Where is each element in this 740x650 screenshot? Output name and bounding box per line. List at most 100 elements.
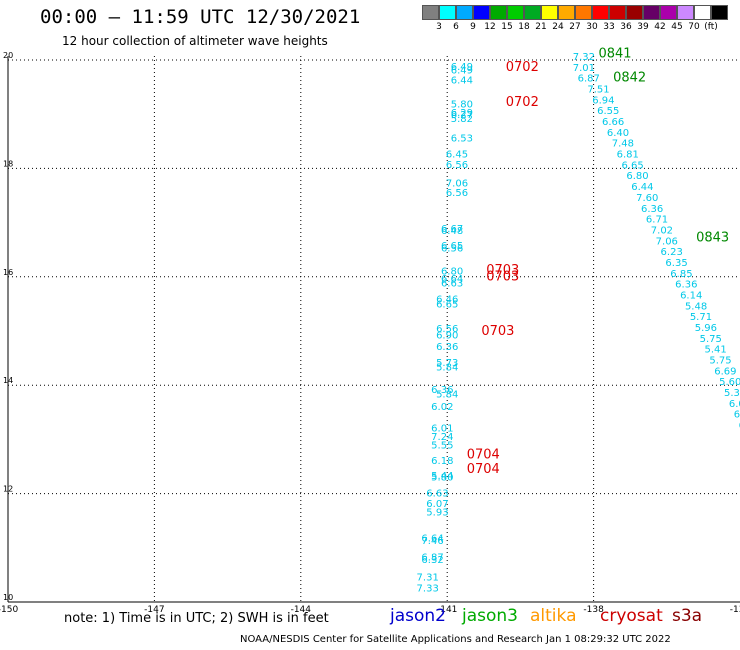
wave-height-point: 6.65 <box>436 300 458 311</box>
wave-height-point: 6.18 <box>431 456 453 467</box>
wave-height-point: 5.80 <box>431 473 453 484</box>
wave-height-point: 6.36 <box>431 385 453 396</box>
color-legend-label: 21 <box>535 22 547 32</box>
wave-height-point: 5.82 <box>451 114 473 125</box>
wave-height-point: 6.56 <box>436 324 458 335</box>
wave-height-point: 6.71 <box>646 215 668 226</box>
wave-height-point: 6.36 <box>641 204 663 215</box>
color-swatch <box>575 5 592 20</box>
pass-time-label: 0703 <box>486 270 519 285</box>
wave-height-point: 5.36 <box>724 388 740 399</box>
wave-height-point: 6.07 <box>426 499 448 510</box>
wave-height-point: 6.81 <box>617 150 639 161</box>
wave-height-point: 6.56 <box>446 188 468 199</box>
wave-height-point: 5.93 <box>426 507 448 518</box>
pass-time-label: 0702 <box>506 60 539 75</box>
wave-height-point: 6.90 <box>436 331 458 342</box>
wave-height-point: 6.19 <box>739 421 740 432</box>
color-swatch <box>626 5 643 20</box>
wave-height-point: 6.01 <box>431 423 453 434</box>
wave-height-point: 5.60 <box>719 377 740 388</box>
legend-jason3: jason3 <box>462 606 518 626</box>
wave-height-point: 5.44 <box>431 471 453 482</box>
color-legend-label: 36 <box>620 22 632 32</box>
color-legend-label: 27 <box>569 22 581 32</box>
wave-height-point: 6.49 <box>451 66 473 77</box>
wave-height-point: 6.67 <box>441 224 463 235</box>
x-tick-label: -150 <box>0 605 18 615</box>
wave-height-point: 6.30 <box>734 410 740 421</box>
wave-height-point: 6.27 <box>451 110 473 121</box>
color-legend-label: 70 <box>688 22 700 32</box>
color-legend-label: 9 <box>470 22 476 32</box>
legend-s3a: s3a <box>672 606 703 626</box>
pass-time-label: 0704 <box>467 462 500 477</box>
color-swatch <box>541 5 558 20</box>
y-tick-label: 20 <box>3 51 13 60</box>
legend-jason2: jason2 <box>390 606 446 626</box>
y-tick-label: 12 <box>3 485 13 494</box>
wave-height-point: 6.40 <box>607 128 629 139</box>
wave-height-point: 6.44 <box>631 182 653 193</box>
wave-height-point: 6.49 <box>451 62 473 73</box>
color-swatch <box>677 5 694 20</box>
color-swatch <box>558 5 575 20</box>
pass-time-label: 0843 <box>696 231 729 246</box>
color-legend-label: 3 <box>436 22 442 32</box>
color-legend-label: 12 <box>484 22 496 32</box>
wave-height-point: 6.69 <box>714 366 736 377</box>
wave-height-point: 6.85 <box>670 269 692 280</box>
color-swatch <box>711 5 728 20</box>
page-title: 00:00 – 11:59 UTC 12/30/2021 <box>40 6 361 28</box>
wave-height-point: 6.36 <box>436 342 458 353</box>
x-tick-label: -135 <box>730 605 740 615</box>
color-legend-label: 18 <box>518 22 530 32</box>
wave-height-point: 5.73 <box>436 358 458 369</box>
wave-height-point: 7.31 <box>417 572 439 583</box>
y-tick-label: 10 <box>3 593 13 602</box>
color-swatch <box>507 5 524 20</box>
color-legend-labels: 3 6 9 12 15 18 21 24 27 30 33 36 39 42 45 70 (ft) <box>422 20 728 34</box>
color-swatch <box>473 5 490 20</box>
wave-height-point: 7.24 <box>431 432 453 443</box>
color-legend-label: 39 <box>637 22 649 32</box>
wave-height-point: 5.75 <box>700 334 722 345</box>
color-swatch <box>660 5 677 20</box>
wave-height-point: 7.06 <box>656 236 678 247</box>
wave-height-point: 6.02 <box>431 402 453 413</box>
wave-height-point: 6.80 <box>441 267 463 278</box>
wave-height-point: 6.64 <box>421 533 443 544</box>
wave-height-point: 6.44 <box>451 75 473 86</box>
color-swatch <box>439 5 456 20</box>
wave-height-point: 6.56 <box>441 243 463 254</box>
wave-height-point: 6.14 <box>680 290 702 301</box>
wave-height-point: 6.53 <box>451 133 473 144</box>
pass-time-label: 0842 <box>613 71 646 86</box>
page-subtitle: 12 hour collection of altimeter wave hei… <box>62 34 328 48</box>
wave-height-point: 6.56 <box>446 160 468 171</box>
units-note: note: 1) Time is in UTC; 2) SWH is in fe… <box>64 611 329 626</box>
wave-height-point: 6.87 <box>421 552 443 563</box>
wave-height-point: 6.64 <box>441 274 463 285</box>
wave-height-point: 7.32 <box>573 52 595 63</box>
color-legend: 3 6 9 12 15 18 21 24 27 30 33 36 39 42 45 70 (ft) <box>422 5 728 34</box>
wave-height-point: 6.29 <box>451 108 473 119</box>
color-legend-swatches <box>422 5 728 20</box>
wave-height-point: 6.23 <box>661 247 683 258</box>
color-swatch <box>456 5 473 20</box>
wave-height-point: 6.66 <box>602 117 624 128</box>
wave-height-point: 5.75 <box>709 356 731 367</box>
wave-height-point: 6.65 <box>622 160 644 171</box>
color-swatch <box>694 5 711 20</box>
pass-time-label: 0704 <box>467 447 500 462</box>
wave-height-point: 6.48 <box>441 226 463 237</box>
wave-height-point: 5.80 <box>451 100 473 111</box>
pass-time-label: 0702 <box>506 95 539 110</box>
wave-height-point: 5.55 <box>431 441 453 452</box>
wave-height-point: 7.02 <box>651 225 673 236</box>
x-tick-label: -144 <box>291 605 312 615</box>
wave-height-point: 7.51 <box>587 85 609 96</box>
wave-height-point: 6.80 <box>626 171 648 182</box>
wave-height-point: 7.06 <box>446 178 468 189</box>
